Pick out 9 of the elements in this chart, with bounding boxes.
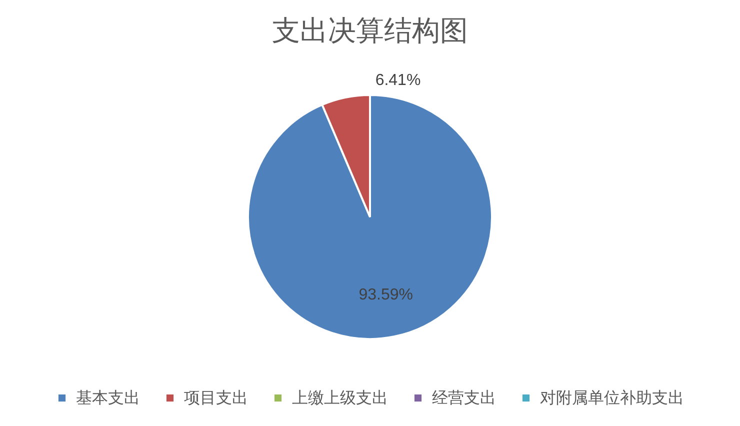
legend-label: 经营支出 <box>432 389 496 407</box>
chart-title: 支出决算结构图 <box>272 15 468 46</box>
legend-label: 基本支出 <box>76 389 140 407</box>
pie-slice <box>247 94 493 340</box>
legend-label: 项目支出 <box>184 389 248 407</box>
legend-label: 上缴上级支出 <box>292 389 388 407</box>
data-label: 6.41% <box>375 72 421 89</box>
data-label: 93.59% <box>358 286 413 304</box>
legend-label: 对附属单位补助支出 <box>540 389 684 407</box>
